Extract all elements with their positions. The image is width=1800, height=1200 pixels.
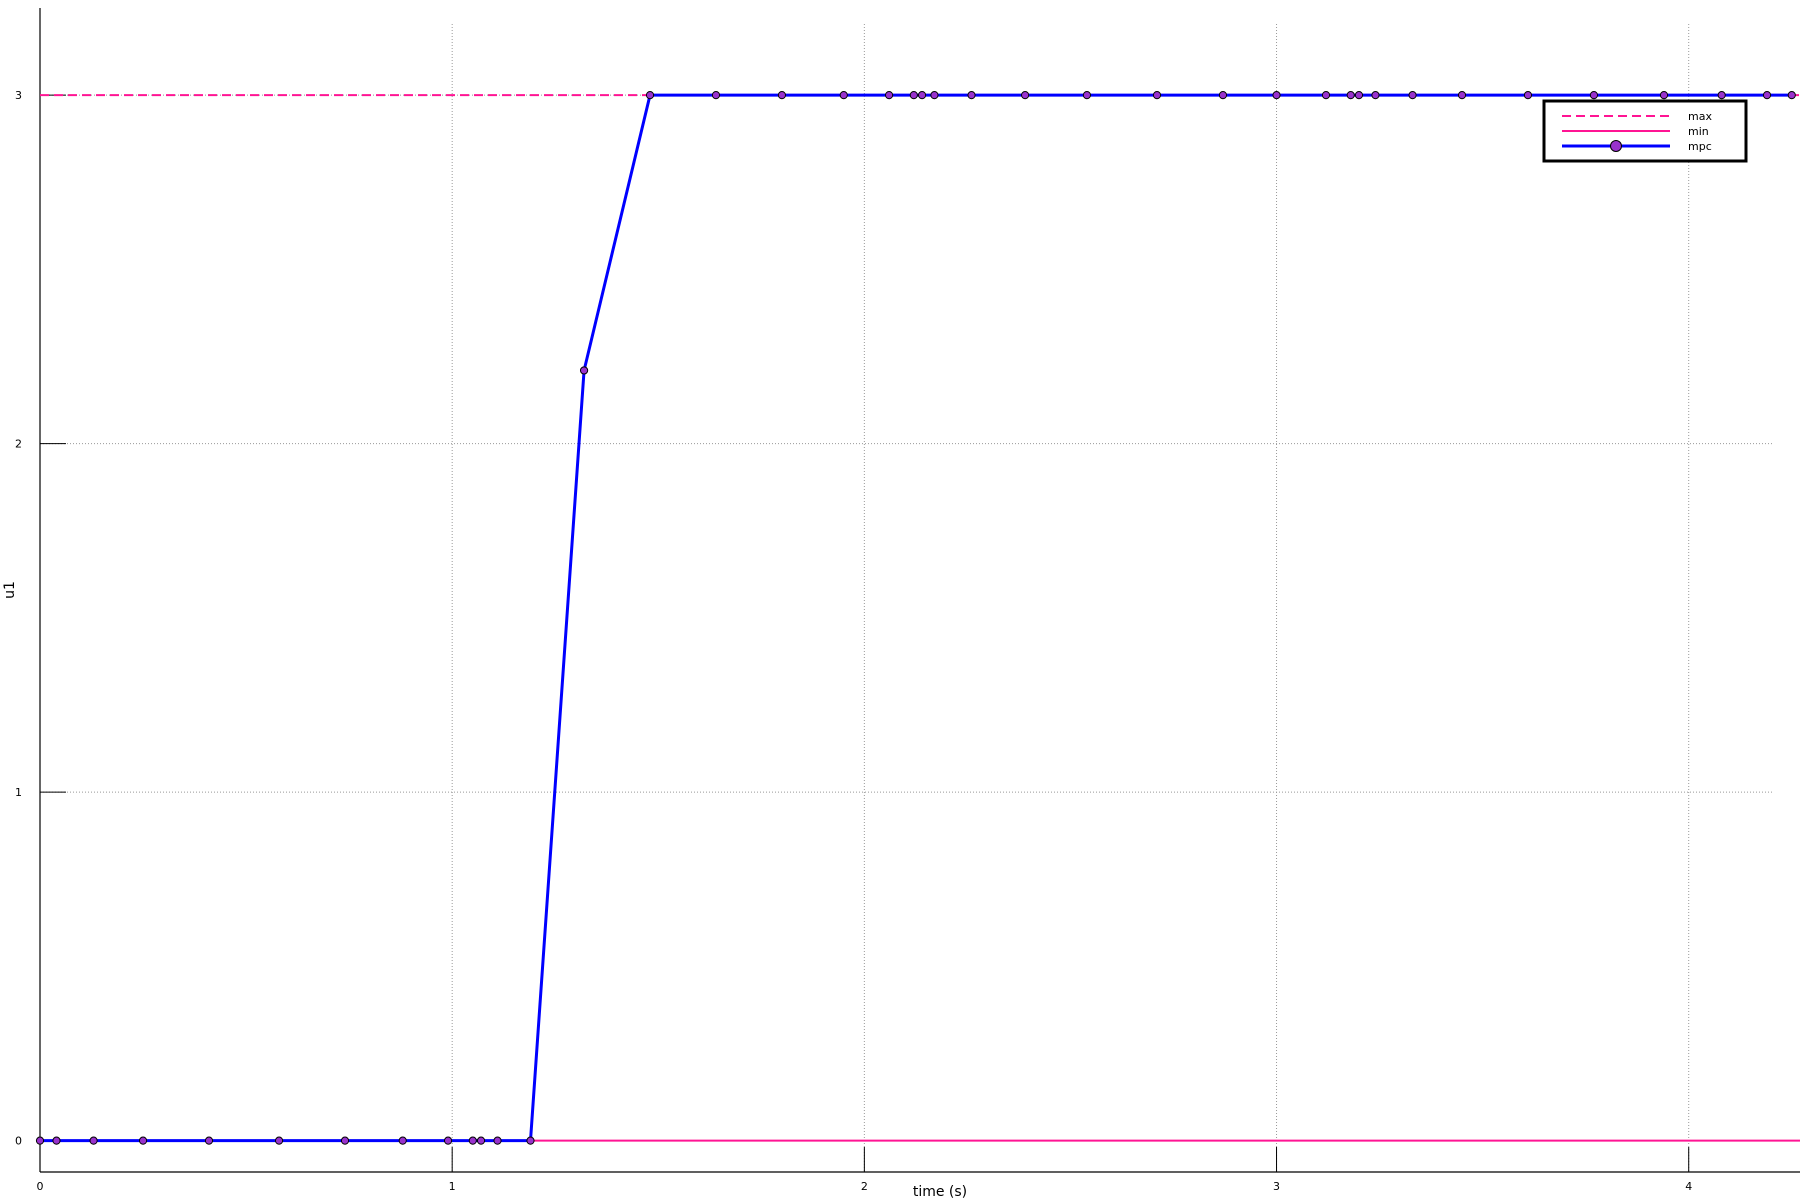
legend-label-mpc: mpc [1688, 140, 1712, 153]
legend-label-max: max [1688, 110, 1712, 123]
legend: max min mpc [1542, 99, 1748, 163]
series-mpc-point [1152, 91, 1162, 100]
series-mpc-point [967, 91, 976, 100]
legend-marker-mpc [1610, 140, 1622, 152]
series-mpc-point [1346, 91, 1355, 100]
series-mpc-point [476, 1136, 486, 1145]
series-mpc-point [1762, 91, 1772, 100]
series-mpc-point [1321, 91, 1331, 100]
x-tick-label: 4 [1685, 1180, 1692, 1193]
series-mpc-point [398, 1136, 407, 1145]
series-mpc-point [1408, 91, 1417, 100]
series-mpc-point [204, 1136, 214, 1145]
series-mpc-point [917, 91, 927, 100]
series-mpc-point [909, 91, 918, 100]
series-mpc-point [138, 1136, 148, 1145]
series-mpc-point [645, 91, 655, 100]
x-tick-label: 0 [37, 1180, 44, 1193]
series-mpc-point [1371, 91, 1380, 100]
series-mpc-point [930, 91, 939, 100]
y-axis-label: u1 [2, 581, 18, 599]
series-mpc-point [468, 1136, 477, 1145]
y-tick-label: 2 [15, 438, 22, 451]
series-mpc-point [777, 91, 787, 100]
series-mpc-point [839, 91, 848, 100]
series-mpc-point [1021, 91, 1030, 100]
y-tick-label: 3 [15, 89, 22, 102]
x-tick-label: 3 [1273, 1180, 1280, 1193]
series-mpc-point [1354, 91, 1364, 100]
series-mpc-point [493, 1136, 502, 1145]
series-mpc-point [1717, 91, 1726, 100]
series-layer [35, 91, 1800, 1145]
legend-label-min: min [1688, 125, 1709, 138]
series-mpc-point [1272, 91, 1281, 100]
series-mpc-point [1787, 91, 1796, 100]
series-mpc-point [884, 91, 894, 100]
series-mpc-point [579, 366, 589, 375]
series-mpc-point [1659, 91, 1669, 100]
series-mpc-point [526, 1136, 535, 1145]
y-tick-label: 1 [15, 786, 22, 799]
series-mpc-point [89, 1136, 98, 1145]
series-mpc-point [711, 91, 721, 100]
y-tick-label: 0 [15, 1135, 22, 1148]
x-tick-label: 1 [449, 1180, 456, 1193]
series-mpc-point [52, 1136, 61, 1145]
axes [39, 8, 1800, 1173]
x-tick-label: 2 [861, 1180, 868, 1193]
series-mpc-point [1589, 91, 1599, 100]
series-mpc-point [35, 1136, 45, 1145]
series-mpc-line [40, 93, 1792, 1143]
series-mpc-point [1082, 91, 1092, 100]
series-mpc-point [443, 1136, 453, 1145]
series-mpc-point [1218, 91, 1228, 100]
series-mpc-point [340, 1136, 350, 1145]
series-mpc-point [274, 1136, 284, 1145]
series-mpc-point [1457, 91, 1467, 100]
x-axis-label: time (s) [913, 1184, 967, 1200]
series-mpc-point [1523, 91, 1533, 100]
